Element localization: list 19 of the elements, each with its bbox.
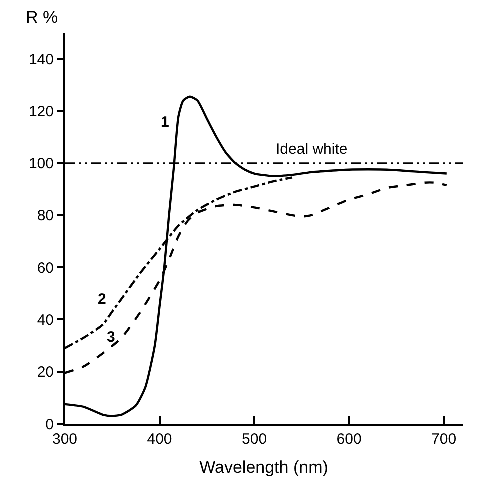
y-tick-label: 60 <box>37 260 54 277</box>
series-label: 1 <box>161 114 170 131</box>
y-tick-label: 140 <box>28 51 54 68</box>
x-tick-label: 300 <box>52 431 78 448</box>
series-label: 3 <box>107 329 116 346</box>
y-tick-label: 80 <box>37 208 54 225</box>
y-tick-label: 40 <box>37 312 54 329</box>
y-tick-label: 100 <box>28 156 54 173</box>
y-tick-label: 0 <box>46 416 54 434</box>
x-tick-label: 700 <box>432 431 457 448</box>
ref-line-label: Ideal white <box>276 141 348 158</box>
y-tick-label: 120 <box>28 103 54 120</box>
y-tick-label: 20 <box>37 364 54 382</box>
x-tick-label: 500 <box>242 431 268 448</box>
series-label: 2 <box>98 291 106 308</box>
x-axis-title: Wavelength (nm) <box>200 458 328 477</box>
x-tick-label: 600 <box>336 431 362 448</box>
y-axis-title: R % <box>26 8 58 27</box>
x-tick-label: 400 <box>147 431 172 448</box>
